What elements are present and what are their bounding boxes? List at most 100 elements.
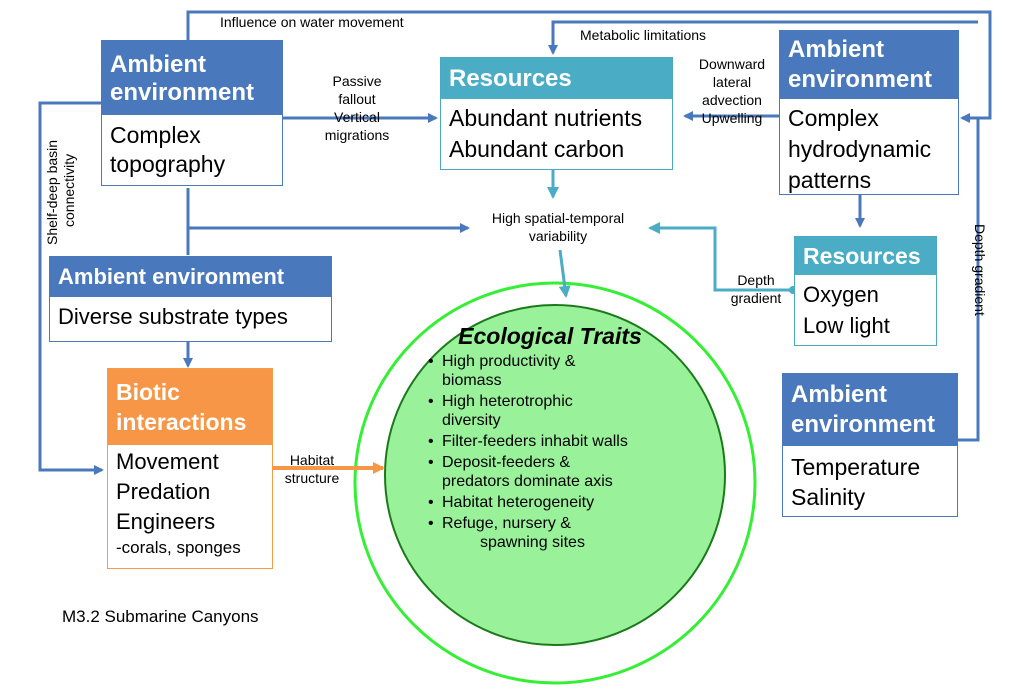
shelf-connectivity-arrow [38, 101, 104, 475]
resources-nutrients-box: Resources Abundant nutrients Abundant ca… [440, 57, 673, 170]
figure-caption: M3.2 Submarine Canyons [62, 607, 259, 626]
body-line: Predation [116, 479, 211, 504]
label-line: Depth [737, 272, 775, 288]
body-line: hydrodynamic [788, 136, 932, 162]
box-header: Resources [441, 58, 672, 99]
box-header: Ambient environment [780, 31, 958, 99]
header-line: Biotic [116, 379, 180, 405]
box-body: Diverse substrate types [50, 297, 331, 337]
header-line: Resources [803, 243, 921, 269]
body-line: Movement [116, 449, 219, 474]
label-line: Passive [332, 73, 382, 89]
header-line: Resources [449, 65, 572, 92]
depth-gradient-label-right: Depth gradient [972, 224, 988, 316]
trait-item: Deposit-feeders & predators dominate axis [420, 453, 680, 491]
trait-item: Habitat heterogeneity [420, 493, 680, 512]
box-body: Oxygen Low light [795, 275, 936, 341]
label-line: Vertical [334, 109, 380, 125]
label-line: migrations [324, 127, 390, 143]
label-line: variability [528, 228, 588, 244]
variability-label: High spatial-temporal variability [468, 209, 648, 245]
shelf-connectivity-label: Shelf-deep basin connectivity [44, 140, 78, 245]
metabolic-arrow [548, 20, 978, 55]
body-line: Abundant nutrients [449, 105, 643, 131]
label-line: advection [702, 92, 762, 108]
body-line: patterns [788, 167, 872, 193]
outer-ring [353, 281, 757, 685]
trait-line: biomass [442, 372, 502, 389]
body-line: Engineers [116, 509, 216, 534]
body-line: topography [110, 151, 226, 177]
ambient-substrate-box: Ambient environment Diverse substrate ty… [49, 256, 332, 342]
box-header: Ambient environment [102, 41, 282, 115]
body-line: Abundant carbon [449, 136, 625, 162]
ecological-traits: Ecological Traits High productivity & bio… [420, 323, 680, 554]
body-line: Low light [803, 313, 890, 338]
label-line: Upwelling [701, 110, 763, 126]
header-line: Ambient [110, 51, 206, 78]
body-line: Diverse substrate types [58, 304, 288, 329]
variability-traits-arrow [558, 249, 571, 298]
box-body: Temperature Salinity [783, 446, 957, 512]
trait-item: Filter-feeders inhabit walls [420, 432, 680, 451]
trait-item: High productivity & biomass [420, 352, 680, 390]
traits-title: Ecological Traits [458, 323, 642, 349]
body-line: Complex [110, 122, 201, 148]
label-line: High spatial-temporal [491, 210, 625, 226]
trait-line: Refuge, nursery & [442, 515, 571, 532]
influence-label: Influence on water movement [220, 14, 404, 30]
header-line: interactions [116, 409, 247, 435]
downward-advection-label: Downward lateral advection Upwelling [688, 55, 776, 127]
trait-item: High heterotrophic diversity [420, 392, 680, 430]
label-line: connectivity [61, 153, 77, 227]
trait-line: High productivity & [442, 353, 576, 370]
trait-line: High heterotrophic [442, 393, 573, 410]
label-line: Downward [698, 56, 766, 72]
metabolic-label: Metabolic limitations [580, 27, 707, 43]
header-line: Ambient [788, 36, 884, 63]
header-line: Ambient environment [58, 264, 285, 289]
box-body: Movement Predation Engineers -corals, sp… [108, 445, 272, 559]
label-line: lateral [712, 74, 752, 90]
oxygen-variability-arrow [648, 222, 793, 292]
header-line: environment [791, 411, 936, 438]
header-line: Ambient [791, 381, 887, 408]
header-line: environment [788, 66, 933, 93]
label-line: gradient [730, 290, 782, 306]
trait-line: diversity [442, 412, 501, 429]
ambient-hydrodynamic-box: Ambient environment Complex hydrodynamic… [779, 30, 959, 195]
depth-gradient-line [958, 118, 980, 442]
box-body: Complex hydrodynamic patterns [780, 99, 958, 196]
trait-line: spawning sites [480, 534, 585, 551]
depth-gradient-label-left: Depth gradient [722, 271, 790, 307]
ambient-topography-box: Ambient environment Complex topography [101, 40, 283, 186]
influence-arrow [186, 10, 992, 123]
box-header: Ambient environment [783, 374, 957, 446]
ambient-temperature-box: Ambient environment Temperature Salinity [782, 373, 958, 517]
box-body: Abundant nutrients Abundant carbon [441, 99, 672, 165]
box-header: Resources [795, 237, 936, 275]
body-line: Temperature [791, 454, 921, 480]
box-header: Biotic interactions [108, 369, 272, 445]
topo-variability-arrow [186, 188, 470, 233]
label-line: Habitat [289, 452, 335, 468]
trait-line: Filter-feeders inhabit walls [442, 433, 628, 450]
trait-item: Refuge, nursery & spawning sites [420, 514, 680, 552]
trait-line: predators dominate axis [442, 473, 613, 490]
resources-oxygen-box: Resources Oxygen Low light [794, 236, 937, 346]
body-subnote: -corals, sponges [116, 538, 241, 557]
body-line: Complex [788, 105, 879, 131]
trait-line: Habitat heterogeneity [442, 494, 595, 511]
biotic-interactions-box: Biotic interactions Movement Predation E… [107, 368, 273, 569]
header-line: environment [110, 79, 255, 106]
body-line: Oxygen [803, 282, 879, 307]
label-line: structure [284, 470, 340, 486]
trait-line: Deposit-feeders & [442, 454, 571, 471]
box-body: Complex topography [102, 115, 282, 179]
passive-fallout-label: Passive fallout Vertical migrations [312, 72, 402, 144]
traits-list: High productivity & biomass High heterotr… [420, 352, 680, 552]
label-line: fallout [338, 91, 376, 107]
box-header: Ambient environment [50, 257, 331, 297]
label-line: Shelf-deep basin [44, 139, 60, 245]
body-line: Salinity [791, 484, 866, 510]
